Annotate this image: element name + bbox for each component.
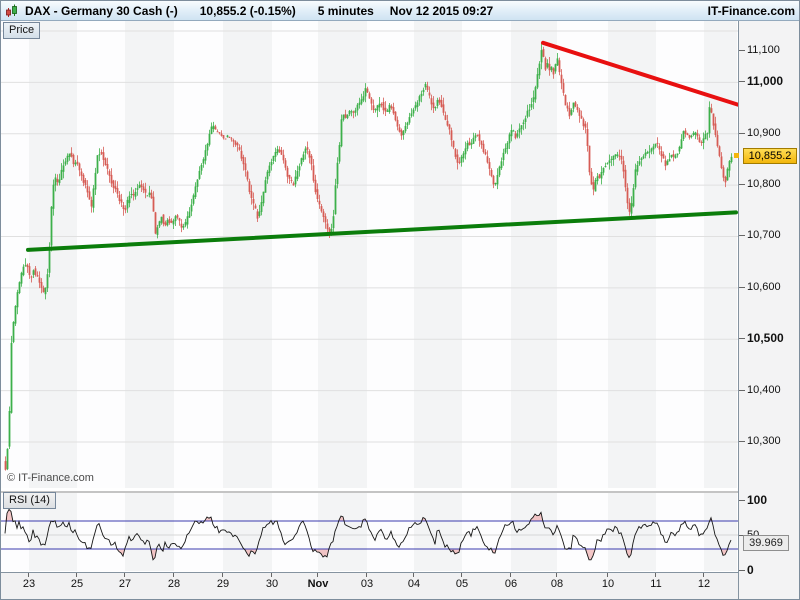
time-tick: 06 [496, 573, 526, 590]
rsi-tick: 0 [739, 563, 754, 577]
rsi-tick: 100 [738, 493, 768, 507]
last-price-axis-tick [734, 153, 739, 158]
last-price-marker: 10,855.2 [743, 148, 797, 164]
price-tick: 10,300 [739, 435, 781, 447]
tab-rsi-panel[interactable]: RSI (14) [3, 492, 56, 509]
time-tick: 03 [352, 573, 382, 590]
datetime-label: Nov 12 2015 09:27 [389, 3, 494, 18]
price-tick: 10,900 [739, 127, 781, 139]
time-tick: 27 [110, 573, 140, 590]
support-trendline[interactable] [26, 210, 738, 252]
time-tick: 23 [14, 573, 44, 590]
instrument-name: DAX - Germany 30 Cash (-) [25, 3, 178, 18]
title-bar: DAX - Germany 30 Cash (-) 10,855.2 (-0.1… [1, 1, 799, 21]
copyright-watermark: © IT-Finance.com [7, 472, 94, 484]
time-tick: 29 [208, 573, 238, 590]
price-tick: 11,100 [739, 44, 780, 56]
rsi-value-marker: 39.969 [743, 535, 789, 551]
price-tick: 11,000 [738, 74, 784, 88]
time-tick: 11 [641, 573, 671, 590]
price-and-rsi-plot[interactable] [1, 1, 738, 600]
price-tick: 10,800 [739, 178, 781, 190]
chart-canvas[interactable] [1, 1, 738, 600]
tab-price-panel[interactable]: Price [3, 22, 41, 39]
brand-label: IT-Finance.com [707, 3, 795, 18]
price-axis[interactable]: 11,100 11,000 10,900 10,800 10,700 10,60… [734, 21, 799, 599]
timeframe-label: 5 minutes [317, 3, 374, 18]
price-tick: 10,400 [739, 384, 781, 396]
time-tick: 12 [689, 573, 719, 590]
candlestick-icon [6, 4, 17, 17]
time-tick: 05 [447, 573, 477, 590]
resistance-trendline[interactable] [541, 40, 738, 107]
time-tick: 08 [542, 573, 572, 590]
last-quote: 10,855.2 (-0.15%) [199, 3, 296, 18]
time-tick: 04 [399, 573, 429, 590]
price-tick: 10,500 [739, 331, 784, 345]
time-tick: 30 [257, 573, 287, 590]
time-tick: Nov [303, 573, 333, 590]
price-tick: 10,700 [739, 229, 781, 241]
price-tick: 10,600 [739, 281, 781, 293]
time-tick: 28 [159, 573, 189, 590]
time-axis[interactable]: 23 25 27 28 29 30 Nov 03 04 05 06 08 10 … [1, 572, 738, 599]
time-tick: 10 [593, 573, 623, 590]
time-tick: 25 [62, 573, 92, 590]
